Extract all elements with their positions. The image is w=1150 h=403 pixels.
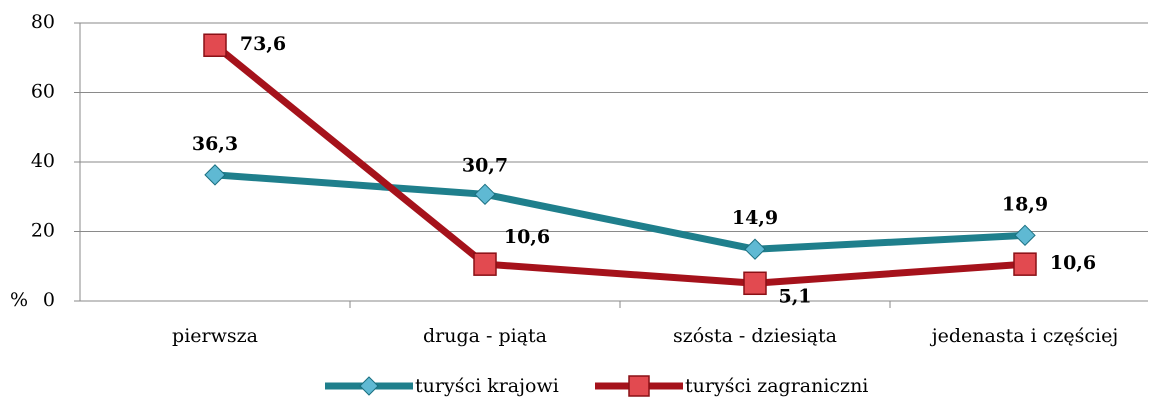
data-label: 10,6 [1050, 252, 1096, 274]
data-point [203, 33, 227, 57]
data-point [473, 252, 497, 276]
y-tick-label: 40 [31, 150, 55, 172]
data-label: 73,6 [240, 33, 286, 55]
data-label: 36,3 [192, 133, 238, 155]
data-point [1013, 252, 1037, 276]
x-tick-label: szósta - dziesiąta [673, 325, 837, 347]
y-tick-label: 0 [43, 289, 55, 311]
data-label: 14,9 [732, 207, 778, 229]
x-tick-label: druga - piąta [423, 325, 547, 347]
y-tick-label: 20 [31, 220, 55, 242]
y-tick-label: 80 [31, 11, 55, 33]
data-point [1014, 224, 1036, 247]
x-tick-label: jedenasta i częściej [930, 325, 1118, 347]
legend-marker [628, 375, 650, 397]
data-point [744, 238, 766, 260]
series-line [214, 171, 1026, 253]
legend-label: turyści krajowi [415, 375, 559, 397]
data-label: 18,9 [1002, 193, 1048, 215]
data-label: 5,1 [778, 285, 811, 307]
y-axis-label: % [10, 289, 28, 311]
data-label: 30,7 [462, 154, 508, 176]
legend-marker [359, 376, 379, 396]
data-label: 10,6 [504, 226, 550, 248]
y-tick-label: 60 [31, 81, 55, 103]
data-point [204, 164, 226, 186]
legend-label: turyści zagraniczni [685, 375, 868, 397]
data-point [743, 271, 767, 296]
x-tick-label: pierwsza [172, 325, 258, 347]
series-line [212, 42, 1026, 287]
data-point [474, 183, 496, 206]
